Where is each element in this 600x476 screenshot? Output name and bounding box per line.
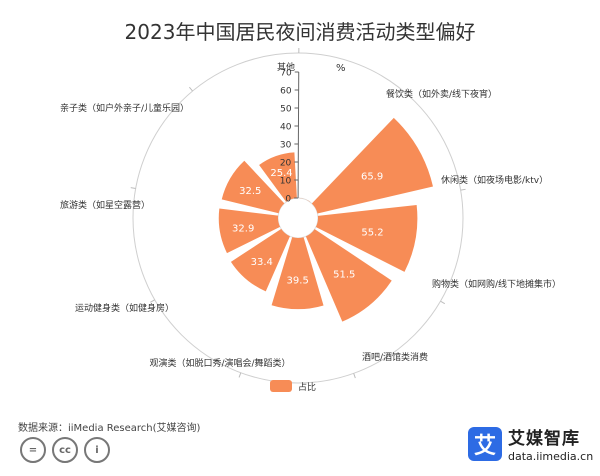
bar-value-label: 32.5 [239,186,261,197]
bar-3[interactable] [305,229,392,322]
category-label: 亲子类（如户外亲子/儿童乐园） [60,102,189,114]
bar-value-label: 0.1 [302,182,318,193]
bar-1[interactable] [311,117,433,214]
bar-value-label: 32.9 [232,223,254,234]
brand-block: 艾 艾媒智库 data.iimedia.cn [468,424,593,463]
radial-tick-label: 40 [280,123,292,133]
bar-value-label: 65.9 [361,172,383,183]
brand-url: data.iimedia.cn [508,450,594,463]
bar-7[interactable] [221,160,285,214]
angle-tick [440,300,446,305]
bar-2[interactable] [315,204,418,272]
outer-ring [132,52,464,384]
category-label: 酒吧/酒馆类消费 [362,351,428,363]
category-label: 购物类（如网购/线下地摊集市） [432,278,561,290]
chart-title: 2023年中国居民夜间消费活动类型偏好 [124,20,476,44]
source-note: 数据来源：iiMedia Research(艾媒咨询) [18,423,201,434]
bar-value-label: 51.5 [333,270,355,281]
radial-tick-label: 0 [285,195,291,205]
angle-tick [460,188,466,191]
radial-axis [297,71,300,199]
nd-icon: = [20,437,46,463]
license-icons: = cc i [20,437,110,463]
brand-logo-icon: 艾 [468,426,502,461]
inner-ring [277,197,319,239]
legend-swatch [270,380,292,392]
category-label: 其他 [277,61,295,73]
radial-unit-label: % [336,63,346,74]
by-person-icon: i [84,437,110,463]
cc-icon: cc [52,437,78,463]
brand-name: 艾媒智库 [508,429,580,449]
bar-8[interactable] [259,152,297,202]
radial-tick-label: 10 [280,177,292,187]
bar-value-label: 55.2 [361,228,383,239]
angle-tick [188,86,193,92]
angle-tick [404,87,409,93]
legend[interactable]: 占比 [270,378,316,394]
bar-6[interactable] [218,208,281,254]
category-label: 观演类（如脱口秀/演唱会/舞蹈类） [149,357,290,369]
bar-value-label: 33.4 [251,257,273,268]
bar-5[interactable] [230,228,290,292]
angle-tick [130,187,136,190]
radial-tick-label: 30 [280,141,292,151]
radial-tick-label: 50 [280,105,292,115]
bar-value-label: 25.4 [270,168,292,179]
bar-4[interactable] [271,237,324,310]
radial-tick-label: 20 [280,159,292,169]
radial-tick-label: 70 [280,69,292,79]
category-label: 运动健身类（如健身房） [75,302,174,314]
angle-tick [238,372,242,378]
bar-value-label: 39.5 [287,276,309,287]
category-label: 旅游类（如星空露营） [60,199,150,211]
angle-tick [353,373,356,379]
category-label: 休闲类（如夜场电影/ktv） [441,174,548,186]
legend-label: 占比 [298,382,317,393]
category-label: 餐饮类（如外卖/线下夜宵） [386,88,497,100]
angle-tick [150,299,155,303]
radial-tick-label: 60 [280,87,292,97]
